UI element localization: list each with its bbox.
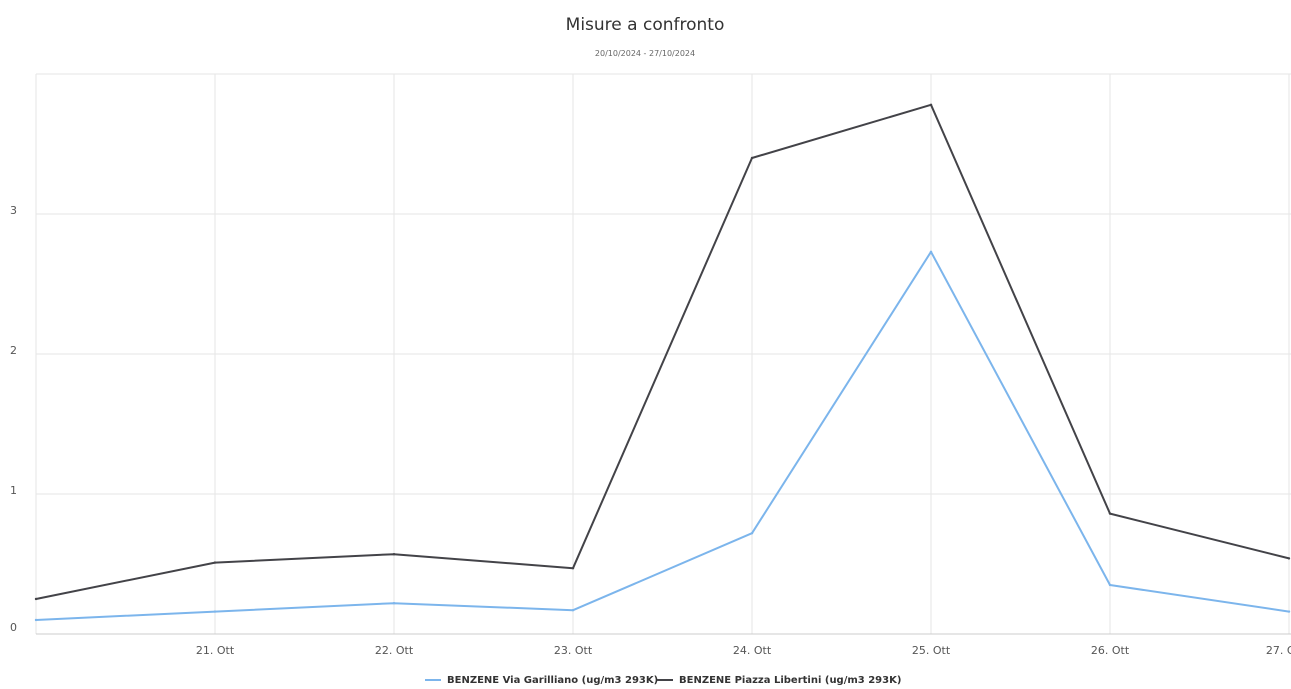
data-point [1108,512,1112,515]
data-point [392,553,396,556]
data-point [34,597,38,601]
data-point [1108,583,1112,587]
data-point [34,618,38,622]
x-tick-label: 26. Ott [1091,644,1130,657]
axes: 0 1 2 3 21. Ott 22. Ott 23. Ott 24. Ott 25. Ott 2… [10,204,1291,657]
x-tick-label: 21. Ott [196,644,235,657]
legend-item-2[interactable]: BENZENE Piazza Libertini (ug/m3 293K) [657,675,901,686]
x-tick-label: 27. Ott [1266,644,1291,657]
data-point [750,156,754,160]
chart-title: Misure a confronto [566,15,725,35]
series-lines [34,103,1291,622]
y-tick-label: 1 [10,484,17,497]
grid-lines [35,73,1291,635]
data-point [213,561,217,564]
data-point [213,610,217,613]
legend-label: BENZENE Via Garilliano (ug/m3 293K) [447,675,658,686]
x-tick-label: 25. Ott [912,644,951,657]
data-point [929,103,933,107]
y-tick-label: 2 [10,344,17,357]
data-point [750,532,754,535]
legend[interactable]: BENZENE Via Garilliano (ug/m3 293K) BENZE… [425,675,901,686]
x-tick-label: 24. Ott [733,644,772,657]
legend-item-1[interactable]: BENZENE Via Garilliano (ug/m3 293K) [425,675,658,686]
data-point [1287,557,1291,560]
series-line-2 [35,103,1290,600]
data-point [571,567,575,570]
y-tick-label: 3 [10,204,17,217]
data-point [1287,610,1291,613]
y-tick-label: 0 [10,621,17,634]
data-point [571,609,575,612]
x-tick-label: 23. Ott [554,644,593,657]
chart-subtitle: 20/10/2024 - 27/10/2024 [595,49,695,58]
data-point [392,602,396,605]
data-point [929,250,933,253]
series-line-1 [35,250,1290,621]
legend-label: BENZENE Piazza Libertini (ug/m3 293K) [679,675,901,686]
x-tick-label: 22. Ott [375,644,414,657]
